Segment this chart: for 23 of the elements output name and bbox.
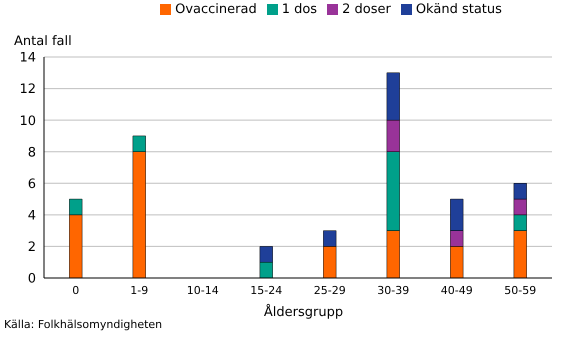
text: Källa: Folkhälsomyndigheten bbox=[4, 318, 162, 331]
y-tick-label: 0 bbox=[28, 272, 36, 287]
x-tick-label: 40-49 bbox=[440, 284, 473, 297]
legend-label: Ovaccinerad bbox=[175, 2, 257, 17]
y-tick-label: 4 bbox=[28, 208, 36, 224]
y-tick-label: 6 bbox=[28, 176, 36, 192]
x-tick-label: 1-9 bbox=[130, 284, 148, 297]
x-tick-label: 30-39 bbox=[377, 284, 410, 297]
y-tick-label: 8 bbox=[28, 145, 36, 160]
legend-label: Okänd status bbox=[416, 2, 502, 17]
y-tick-label: 12 bbox=[19, 82, 36, 98]
x-tick-label: 15-24 bbox=[250, 284, 282, 297]
legend-label: 1 dos bbox=[282, 2, 318, 17]
x-tick-label: 25-29 bbox=[314, 284, 346, 297]
x-tick-label: 50-59 bbox=[504, 284, 536, 297]
legend-label: 2 doser bbox=[342, 2, 391, 17]
x-axis-title: Åldersgrupp bbox=[264, 305, 344, 320]
y-tick-label: 14 bbox=[19, 50, 36, 66]
x-tick-label: 10-14 bbox=[186, 284, 219, 297]
y-axis-title: Antal fall bbox=[14, 34, 72, 49]
y-tick-label: 2 bbox=[28, 240, 36, 256]
x-tick-label: 0 bbox=[72, 284, 80, 297]
y-tick-label: 10 bbox=[19, 114, 36, 129]
